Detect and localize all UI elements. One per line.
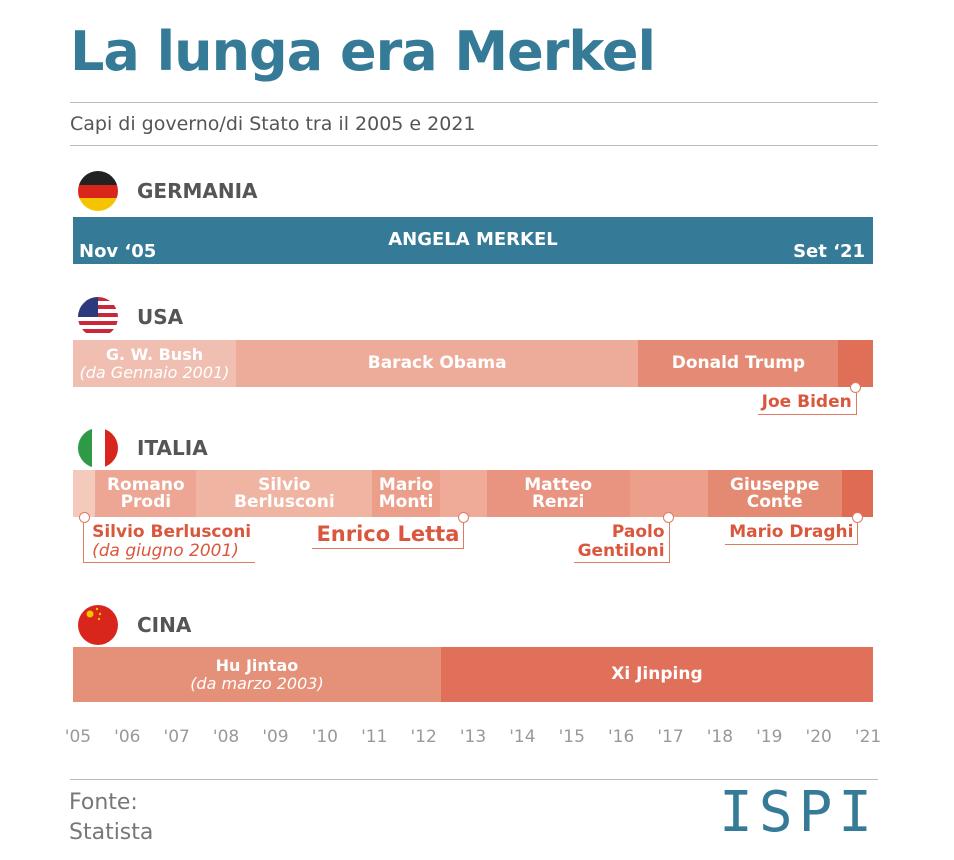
logo: ISPI	[719, 780, 878, 845]
segment	[841, 470, 873, 517]
segment-note: (da marzo 2003)	[190, 673, 324, 693]
segment-name: ANGELA MERKEL	[388, 229, 558, 250]
segment-name: Giuseppe Conte	[730, 474, 820, 512]
callout-label: Joe Biden	[757, 392, 857, 415]
callout-dot	[457, 511, 469, 523]
x-tick-label: '06	[114, 727, 141, 747]
callout-dot	[850, 381, 862, 393]
segment: Giuseppe Conte	[707, 470, 842, 517]
x-tick-label: '10	[311, 727, 338, 747]
source-name: Statista	[69, 820, 154, 845]
segment: Romano Prodi	[95, 470, 197, 517]
title: La lunga era Merkel	[70, 20, 656, 83]
x-tick-label: '17	[657, 727, 684, 747]
segment-name: Romano Prodi	[106, 474, 185, 512]
x-tick-label: '16	[607, 727, 635, 747]
x-tick-label: '13	[459, 727, 487, 747]
segment-name: Hu Jintao	[215, 655, 299, 675]
x-tick-label: '05	[64, 727, 92, 747]
segment: Mario Monti	[372, 470, 440, 517]
x-tick-label: '19	[756, 727, 783, 747]
rule	[70, 102, 878, 103]
callout-note: (da giugno 2001)	[92, 540, 239, 561]
rule	[70, 145, 878, 146]
segment-name: Mario Monti	[378, 474, 434, 512]
callout-name: Joe Biden	[761, 392, 852, 412]
country-name: GERMANIA	[137, 179, 258, 203]
x-tick-label: '12	[410, 727, 437, 747]
callout-name: Enrico Letta	[316, 522, 460, 546]
country-name: CINA	[137, 613, 192, 637]
callout-dot	[851, 511, 863, 523]
x-tick-label: '08	[212, 727, 240, 747]
source-label: Fonte:	[69, 790, 138, 815]
rule	[70, 779, 878, 780]
segment-name: Barack Obama	[367, 353, 507, 373]
callout-dot	[663, 511, 675, 523]
x-tick-label: '09	[262, 727, 289, 747]
segment-name: G. W. Bush	[105, 344, 204, 364]
flag-china	[78, 605, 118, 645]
x-tick-label: '07	[163, 727, 190, 747]
segment-name: Matteo Renzi	[524, 474, 593, 512]
segment-note: (da Gennaio 2001)	[79, 362, 230, 382]
callout-dot	[78, 511, 90, 523]
x-tick-label: '21	[854, 727, 882, 747]
callout-name: Silvio Berlusconi	[92, 522, 252, 542]
end-label: Set ‘21	[793, 241, 865, 262]
segment: G. W. Bush (da Gennaio 2001)	[73, 340, 236, 387]
x-tick-label: '20	[805, 727, 832, 747]
segment	[838, 340, 873, 387]
subtitle: Capi di governo/di Stato tra il 2005 e 2…	[70, 113, 476, 135]
callout-label: Paolo Gentiloni	[573, 522, 670, 564]
country-name: USA	[137, 305, 184, 329]
segment: ANGELA MERKEL Nov ‘05 Set ‘21	[73, 217, 873, 264]
callout-label: Mario Draghi	[725, 522, 859, 545]
flag-italy	[78, 428, 118, 468]
start-label: Nov ‘05	[79, 241, 157, 262]
callout-label: Enrico Letta	[312, 522, 465, 550]
flag-usa	[78, 297, 118, 337]
segment: Silvio Berlusconi	[196, 470, 373, 517]
segment-name: Silvio Berlusconi	[234, 474, 335, 512]
segment: Barack Obama	[235, 340, 639, 387]
x-tick-label: '15	[558, 727, 585, 747]
flag-germany	[78, 171, 118, 211]
segment	[439, 470, 487, 517]
segment: Matteo Renzi	[486, 470, 630, 517]
segment	[73, 470, 96, 517]
segment-name: Donald Trump	[671, 353, 806, 373]
callout-label: Silvio Berlusconi (da giugno 2001)	[83, 522, 256, 564]
country-name: ITALIA	[137, 436, 208, 460]
segment: Xi Jinping	[440, 647, 873, 702]
callout-name: Mario Draghi	[729, 522, 854, 542]
x-tick-label: '11	[361, 727, 388, 747]
segment	[629, 470, 708, 517]
x-tick-label: '14	[509, 727, 536, 747]
segment: Donald Trump	[638, 340, 839, 387]
segment-name: Xi Jinping	[611, 664, 703, 684]
x-tick-label: '18	[706, 727, 734, 747]
callout-name: Paolo Gentiloni	[577, 522, 665, 561]
segment: Hu Jintao (da marzo 2003)	[73, 647, 441, 702]
